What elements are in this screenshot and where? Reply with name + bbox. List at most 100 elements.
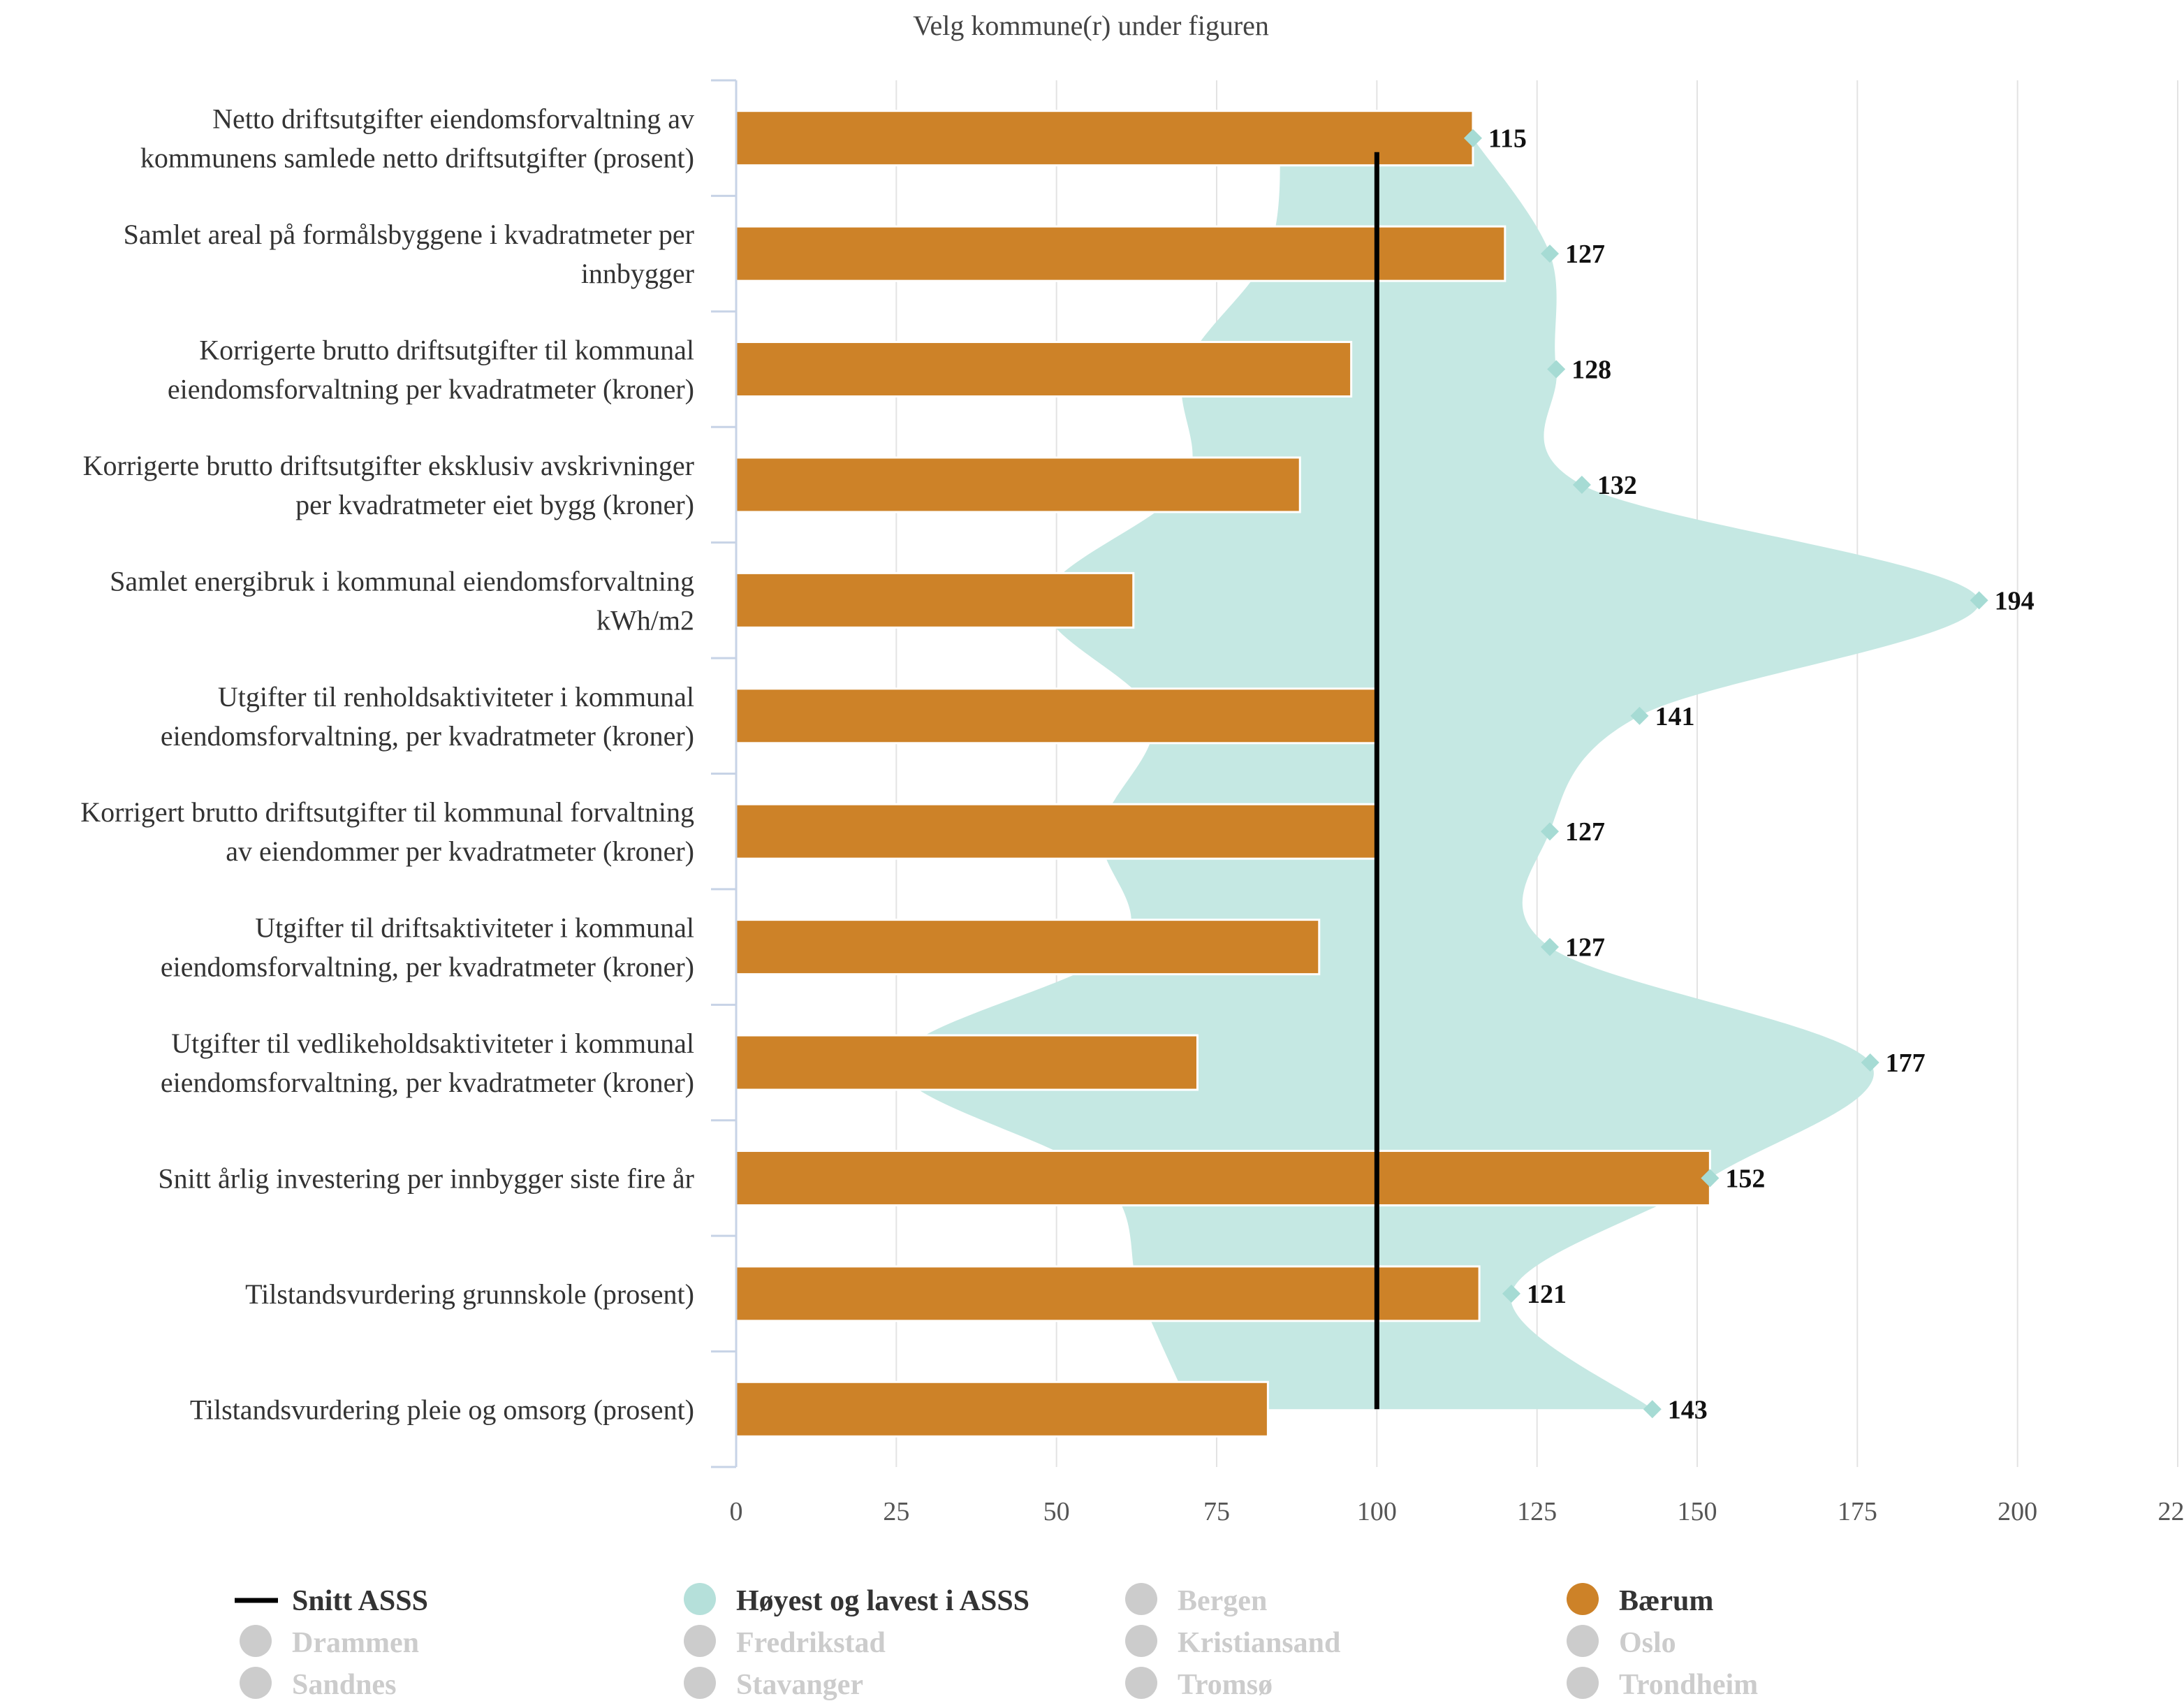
- legend-label: Høyest og lavest i ASSS: [736, 1585, 1029, 1617]
- x-tick-label: 0: [730, 1497, 743, 1526]
- asss-high-marker[interactable]: [1572, 475, 1591, 494]
- legend-label: Fredrikstad: [736, 1627, 886, 1659]
- baerum-bar[interactable]: [735, 1149, 1711, 1206]
- asss-high-marker[interactable]: [1970, 591, 1988, 610]
- data-label: 194: [1995, 586, 2035, 615]
- asss-high-markers: 115 127 128 132 194 141 127 127 177 152 121 143: [1463, 124, 2035, 1424]
- x-tick-label: 125: [1517, 1497, 1557, 1526]
- category-label: Netto driftsutgifter eiendomsforvaltning…: [140, 103, 694, 174]
- category-label: Tilstandsvurdering pleie og omsorg (pros…: [190, 1394, 694, 1425]
- data-label: 115: [1488, 124, 1527, 154]
- baerum-bar[interactable]: [735, 803, 1378, 860]
- baerum-bar[interactable]: [735, 225, 1507, 282]
- category-label: Korrigerte brutto driftsutgifter til kom…: [168, 335, 694, 405]
- legend-circle-symbol: [1125, 1625, 1157, 1657]
- asss-high-marker[interactable]: [1463, 129, 1482, 147]
- legend-label: Snitt ASSS: [292, 1585, 428, 1617]
- x-tick-label: 50: [1043, 1497, 1070, 1526]
- baerum-bar[interactable]: [735, 1034, 1199, 1091]
- legend-label: Tromsø: [1178, 1669, 1273, 1701]
- category-labels: Netto driftsutgifter eiendomsforvaltning…: [80, 103, 694, 1426]
- legend-label: Oslo: [1619, 1627, 1676, 1659]
- legend-circle-symbol: [684, 1583, 716, 1615]
- asss-high-marker[interactable]: [1701, 1169, 1720, 1188]
- x-tick-label: 150: [1678, 1497, 1717, 1526]
- category-label: Snitt årlig investering per innbygger si…: [158, 1162, 694, 1194]
- legend-item[interactable]: Drammen: [240, 1625, 419, 1659]
- category-label: Korrigerte brutto driftsutgifter eksklus…: [83, 450, 694, 520]
- legend-circle-symbol: [684, 1625, 716, 1657]
- legend-label: Bergen: [1178, 1585, 1267, 1617]
- legend-label: Stavanger: [736, 1669, 863, 1701]
- legend-item[interactable]: Bærum: [1567, 1583, 1713, 1617]
- legend-circle-symbol: [240, 1667, 272, 1699]
- data-label: 127: [1565, 933, 1605, 963]
- asss-high-marker[interactable]: [1541, 244, 1560, 263]
- asss-high-marker[interactable]: [1502, 1284, 1520, 1303]
- baerum-bar[interactable]: [735, 687, 1378, 745]
- legend-circle-symbol: [1567, 1625, 1599, 1657]
- legend-item[interactable]: Stavanger: [684, 1667, 863, 1701]
- legend-item[interactable]: Bergen: [1125, 1583, 1267, 1617]
- legend-item[interactable]: Oslo: [1567, 1625, 1676, 1659]
- data-label: 127: [1565, 817, 1605, 847]
- category-label: Korrigert brutto driftsutgifter til komm…: [80, 796, 694, 867]
- category-label: Tilstandsvurdering grunnskole (prosent): [245, 1278, 694, 1310]
- x-tick-label: 100: [1357, 1497, 1397, 1526]
- x-tick-label: 75: [1203, 1497, 1230, 1526]
- legend-item[interactable]: Fredrikstad: [684, 1625, 886, 1659]
- baerum-bar[interactable]: [735, 110, 1474, 167]
- legend-circle-symbol: [1567, 1667, 1599, 1699]
- axes: [711, 79, 738, 1468]
- data-label: 141: [1655, 702, 1694, 731]
- category-label: Samlet areal på formålsbyggene i kvadrat…: [124, 219, 694, 289]
- baerum-bar[interactable]: [735, 919, 1321, 976]
- data-label: 132: [1597, 471, 1637, 500]
- data-label: 177: [1886, 1049, 1926, 1078]
- data-label: 127: [1565, 240, 1605, 269]
- asss-high-marker[interactable]: [1547, 360, 1566, 379]
- legend-item[interactable]: Snitt ASSS: [235, 1585, 428, 1617]
- baerum-bar[interactable]: [735, 341, 1353, 398]
- legend-label: Bærum: [1619, 1585, 1713, 1617]
- legend-item[interactable]: Trondheim: [1567, 1667, 1758, 1701]
- legend-circle-symbol: [1125, 1667, 1157, 1699]
- legend-label: Sandnes: [292, 1669, 396, 1701]
- x-tick-label: 225: [2158, 1497, 2184, 1526]
- legend-label: Drammen: [292, 1627, 419, 1659]
- asss-high-marker[interactable]: [1861, 1053, 1879, 1072]
- legend-label: Kristiansand: [1178, 1627, 1340, 1659]
- legend-circle-symbol: [1125, 1583, 1157, 1615]
- category-label: Utgifter til vedlikeholdsaktiviteter i k…: [161, 1028, 694, 1098]
- asss-high-marker[interactable]: [1643, 1400, 1662, 1419]
- asss-high-marker[interactable]: [1630, 706, 1649, 725]
- asss-range-band: [896, 138, 1979, 1410]
- category-label: Samlet energibruk i kommunal eiendomsfor…: [110, 565, 694, 636]
- data-label: 121: [1527, 1280, 1567, 1309]
- x-tick-label: 25: [883, 1497, 909, 1526]
- baerum-bar[interactable]: [735, 1265, 1481, 1322]
- asss-high-marker[interactable]: [1541, 937, 1560, 956]
- legend-item[interactable]: Høyest og lavest i ASSS: [684, 1583, 1029, 1617]
- x-axis-ticks: 0 25 50 75 100 125 150 175 200 225: [730, 1497, 2184, 1526]
- baerum-bar[interactable]: [735, 1380, 1269, 1438]
- asss-range-area: [896, 138, 1979, 1410]
- legend-circle-symbol: [240, 1625, 272, 1657]
- legend-item[interactable]: Tromsø: [1125, 1667, 1273, 1701]
- category-label: Utgifter til renholdsaktiviteter i kommu…: [161, 681, 694, 752]
- legend-circle-symbol: [1567, 1583, 1599, 1615]
- legend-item[interactable]: Sandnes: [240, 1667, 396, 1701]
- legend-circle-symbol: [684, 1667, 716, 1699]
- legend-item[interactable]: Kristiansand: [1125, 1625, 1340, 1659]
- legend: Snitt ASSS Høyest og lavest i ASSS Bergen B…: [235, 1583, 1758, 1701]
- data-label: 143: [1668, 1395, 1708, 1424]
- asss-high-marker[interactable]: [1541, 822, 1560, 841]
- category-label: Utgifter til driftsaktiviteter i kommuna…: [161, 912, 694, 983]
- data-label: 128: [1571, 356, 1611, 385]
- data-label: 152: [1725, 1164, 1765, 1193]
- baerum-bar[interactable]: [735, 571, 1135, 629]
- x-tick-label: 175: [1838, 1497, 1877, 1526]
- x-tick-label: 200: [1998, 1497, 2037, 1526]
- baerum-bar[interactable]: [735, 456, 1301, 513]
